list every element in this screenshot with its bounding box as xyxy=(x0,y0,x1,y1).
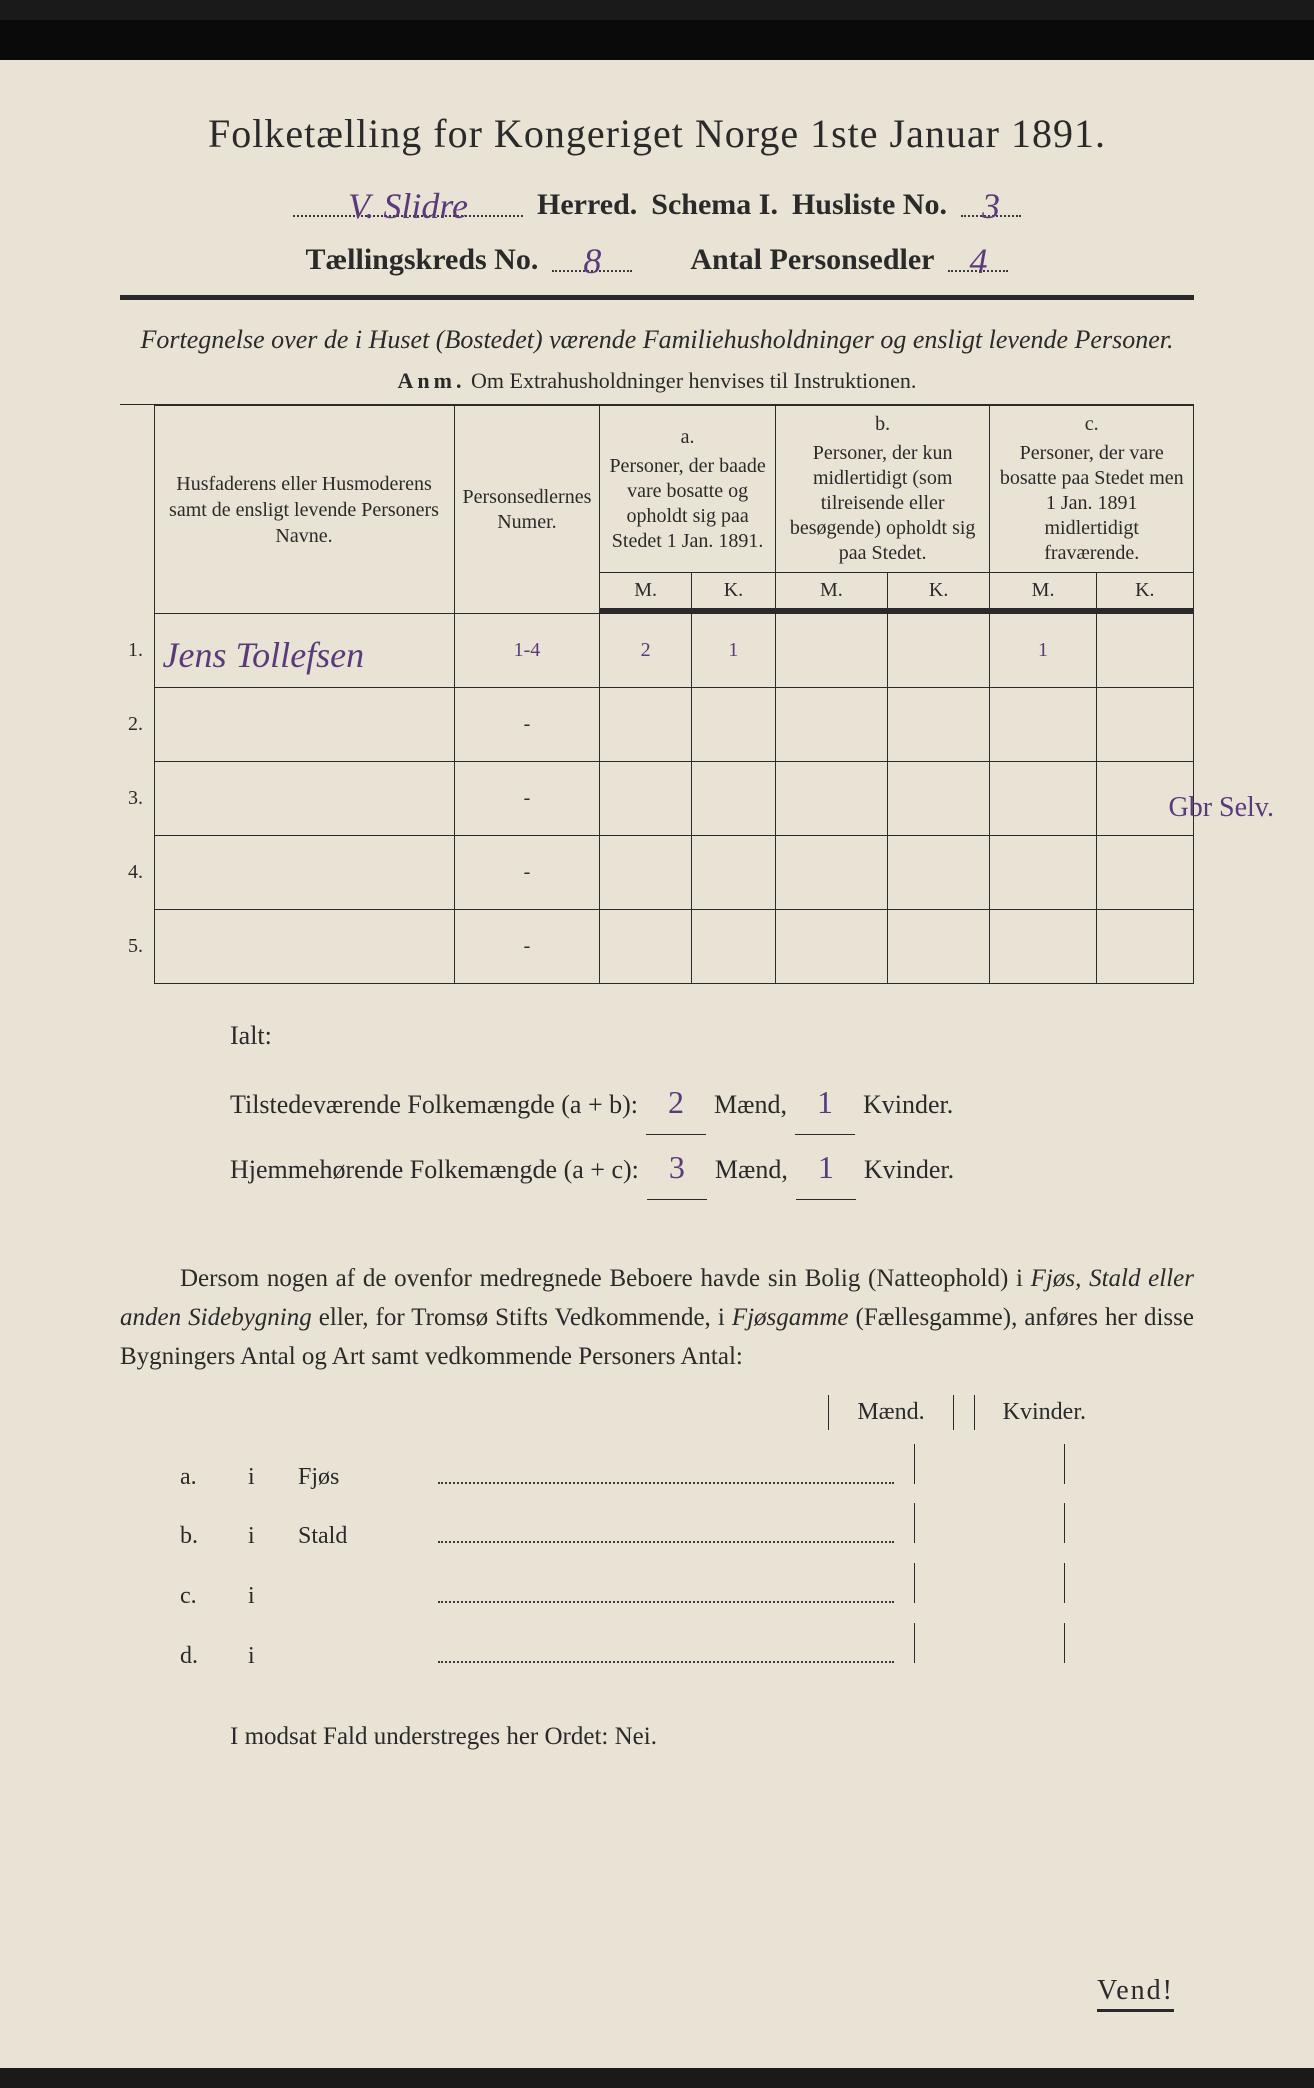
table-row: 1. Jens Tollefsen 1-4 2 1 1 xyxy=(120,614,1194,688)
col-num-header: Personsedlernes Numer. xyxy=(454,406,600,614)
census-table: Husfaderens eller Husmoderens samt de en… xyxy=(120,405,1194,984)
anm-label: Anm. xyxy=(398,368,466,393)
building-paragraph: Dersom nogen af de ovenfor medregnede Be… xyxy=(120,1260,1194,1376)
header-line-3: Tællingskreds No. 8 Antal Personsedler 4 xyxy=(120,236,1194,277)
building-row: a. i Fjøs xyxy=(180,1444,1194,1504)
resident-m: 3 xyxy=(647,1135,707,1200)
schema-label: Schema I. xyxy=(651,188,778,222)
vend-label: Vend! xyxy=(1097,1975,1174,2012)
totals-row-resident: Hjemmehørende Folkemængde (a + c): 3 Mæn… xyxy=(230,1135,1194,1200)
name-cell: Jens Tollefsen xyxy=(154,614,454,688)
table-row: 2. - xyxy=(120,688,1194,762)
page-title: Folketælling for Kongeriget Norge 1ste J… xyxy=(120,110,1194,157)
kreds-field: 8 xyxy=(552,236,632,272)
anm-text: Om Extrahusholdninger henvises til Instr… xyxy=(471,368,916,393)
margin-note: Gbr Selv. xyxy=(1168,792,1274,824)
nei-line: I modsat Fald understreges her Ordet: Ne… xyxy=(230,1723,1194,1751)
census-page: Folketælling for Kongeriget Norge 1ste J… xyxy=(0,20,1314,2068)
building-m-header: Mænd. xyxy=(828,1395,953,1430)
table-row: 4. - xyxy=(120,836,1194,910)
building-list: a. i Fjøs b. i Stald c. i d. i xyxy=(180,1444,1194,1683)
totals-block: Ialt: Tilstedeværende Folkemængde (a + b… xyxy=(230,1010,1194,1200)
building-k-header: Kvinder. xyxy=(974,1395,1114,1430)
table-row: 5. - xyxy=(120,910,1194,984)
header-block: Folketælling for Kongeriget Norge 1ste J… xyxy=(120,110,1194,300)
table-row: 3. - xyxy=(120,762,1194,836)
col-a-k: K. xyxy=(691,573,775,609)
thick-rule xyxy=(120,295,1194,300)
ialt-label: Ialt: xyxy=(230,1010,1194,1062)
husliste-label: Husliste No. xyxy=(792,188,947,222)
husliste-field: 3 xyxy=(961,181,1021,217)
building-row: b. i Stald xyxy=(180,1503,1194,1563)
col-c-m: M. xyxy=(990,573,1096,609)
census-tbody: 1. Jens Tollefsen 1-4 2 1 1 2. - 3. - xyxy=(120,614,1194,984)
present-m: 2 xyxy=(646,1070,706,1135)
col-c-header: c. Personer, der vare bosatte paa Stedet… xyxy=(990,406,1194,573)
building-row: d. i xyxy=(180,1623,1194,1683)
resident-k: 1 xyxy=(796,1135,856,1200)
totals-row-present: Tilstedeværende Folkemængde (a + b): 2 M… xyxy=(230,1070,1194,1135)
building-mk-header: Mænd. Kvinder. xyxy=(120,1395,1194,1430)
col-b-m: M. xyxy=(775,573,887,609)
herred-field: V. Slidre xyxy=(293,181,523,217)
personsedler-label: Antal Personsedler xyxy=(690,243,934,277)
present-k: 1 xyxy=(795,1070,855,1135)
anm-line: Anm. Om Extrahusholdninger henvises til … xyxy=(120,368,1194,394)
intro-text: Fortegnelse over de i Huset (Bostedet) v… xyxy=(120,322,1194,358)
col-c-k: K. xyxy=(1096,573,1193,609)
col-a-m: M. xyxy=(600,573,692,609)
col-a-header: a. Personer, der baade vare bosatte og o… xyxy=(600,406,776,573)
header-line-2: V. Slidre Herred. Schema I. Husliste No.… xyxy=(120,181,1194,222)
kreds-label: Tællingskreds No. xyxy=(306,243,539,277)
herred-label: Herred. xyxy=(537,188,637,222)
col-b-k: K. xyxy=(887,573,990,609)
personsedler-field: 4 xyxy=(948,236,1008,272)
col-b-header: b. Personer, der kun midlertidigt (som t… xyxy=(775,406,990,573)
building-row: c. i xyxy=(180,1563,1194,1623)
col-name-header: Husfaderens eller Husmoderens samt de en… xyxy=(154,406,454,614)
